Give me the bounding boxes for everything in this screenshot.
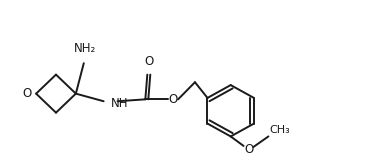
Text: NH₂: NH₂ xyxy=(74,42,96,55)
Text: O: O xyxy=(22,87,31,100)
Text: CH₃: CH₃ xyxy=(269,125,290,134)
Text: O: O xyxy=(168,93,178,106)
Text: O: O xyxy=(244,143,253,156)
Text: NH: NH xyxy=(111,97,128,110)
Text: O: O xyxy=(145,55,154,68)
